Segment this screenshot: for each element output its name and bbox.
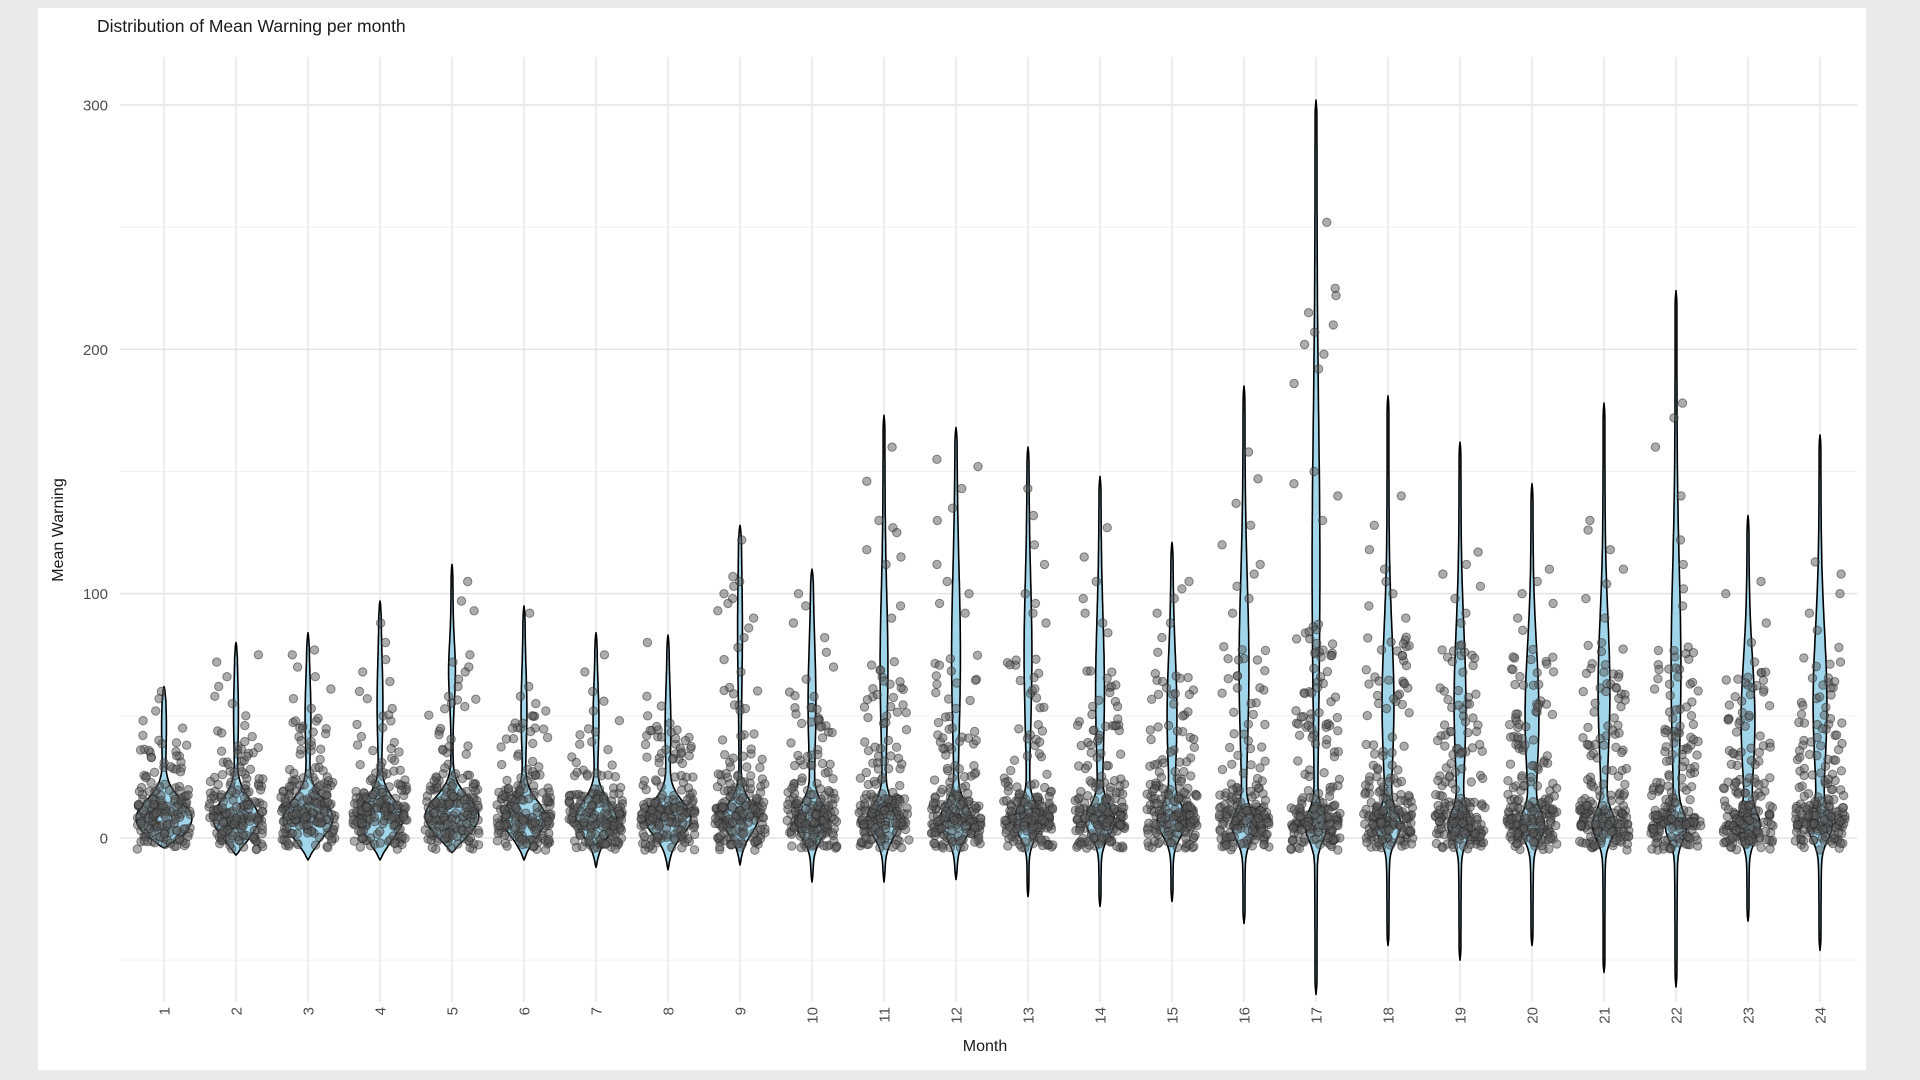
- svg-text:2: 2: [229, 1007, 246, 1015]
- minor-gridlines: [120, 226, 1857, 961]
- svg-text:10: 10: [805, 1007, 822, 1024]
- svg-text:14: 14: [1093, 1007, 1110, 1024]
- svg-text:23: 23: [1741, 1007, 1758, 1024]
- svg-text:8: 8: [661, 1007, 678, 1015]
- svg-text:16: 16: [1237, 1007, 1254, 1024]
- svg-text:21: 21: [1597, 1007, 1614, 1024]
- svg-text:200: 200: [83, 342, 108, 359]
- chart-title: Distribution of Mean Warning per month: [97, 16, 406, 36]
- x-axis-title: Month: [962, 1038, 1008, 1055]
- svg-text:13: 13: [1021, 1007, 1038, 1024]
- svg-text:12: 12: [949, 1007, 966, 1024]
- svg-text:0: 0: [100, 831, 108, 848]
- y-tick-labels: 0 100 200 300: [83, 98, 108, 848]
- svg-text:5: 5: [445, 1007, 462, 1015]
- svg-text:4: 4: [373, 1007, 390, 1015]
- svg-text:11: 11: [877, 1007, 894, 1023]
- svg-text:3: 3: [301, 1007, 318, 1015]
- y-axis-title: Mean Warning: [50, 478, 67, 582]
- x-tick-labels: 1 2 3 4 5 6 7 8 9 10 11 12 13 14 15 16 17 18 19 20 21 22 23 24: [157, 1007, 1830, 1024]
- svg-text:20: 20: [1525, 1007, 1542, 1024]
- svg-text:6: 6: [517, 1007, 534, 1015]
- svg-text:18: 18: [1381, 1007, 1398, 1024]
- plot-figure: [38, 8, 1866, 1070]
- jitter-points: [132, 217, 1850, 855]
- svg-text:24: 24: [1813, 1007, 1830, 1024]
- svg-text:1: 1: [157, 1007, 174, 1015]
- svg-text:17: 17: [1309, 1007, 1326, 1024]
- svg-text:300: 300: [83, 98, 108, 115]
- violins: [135, 99, 1834, 996]
- svg-text:19: 19: [1453, 1007, 1470, 1024]
- svg-text:9: 9: [733, 1007, 750, 1015]
- svg-text:100: 100: [83, 586, 108, 603]
- svg-text:7: 7: [589, 1007, 606, 1015]
- svg-text:22: 22: [1669, 1007, 1686, 1024]
- svg-text:15: 15: [1165, 1007, 1182, 1024]
